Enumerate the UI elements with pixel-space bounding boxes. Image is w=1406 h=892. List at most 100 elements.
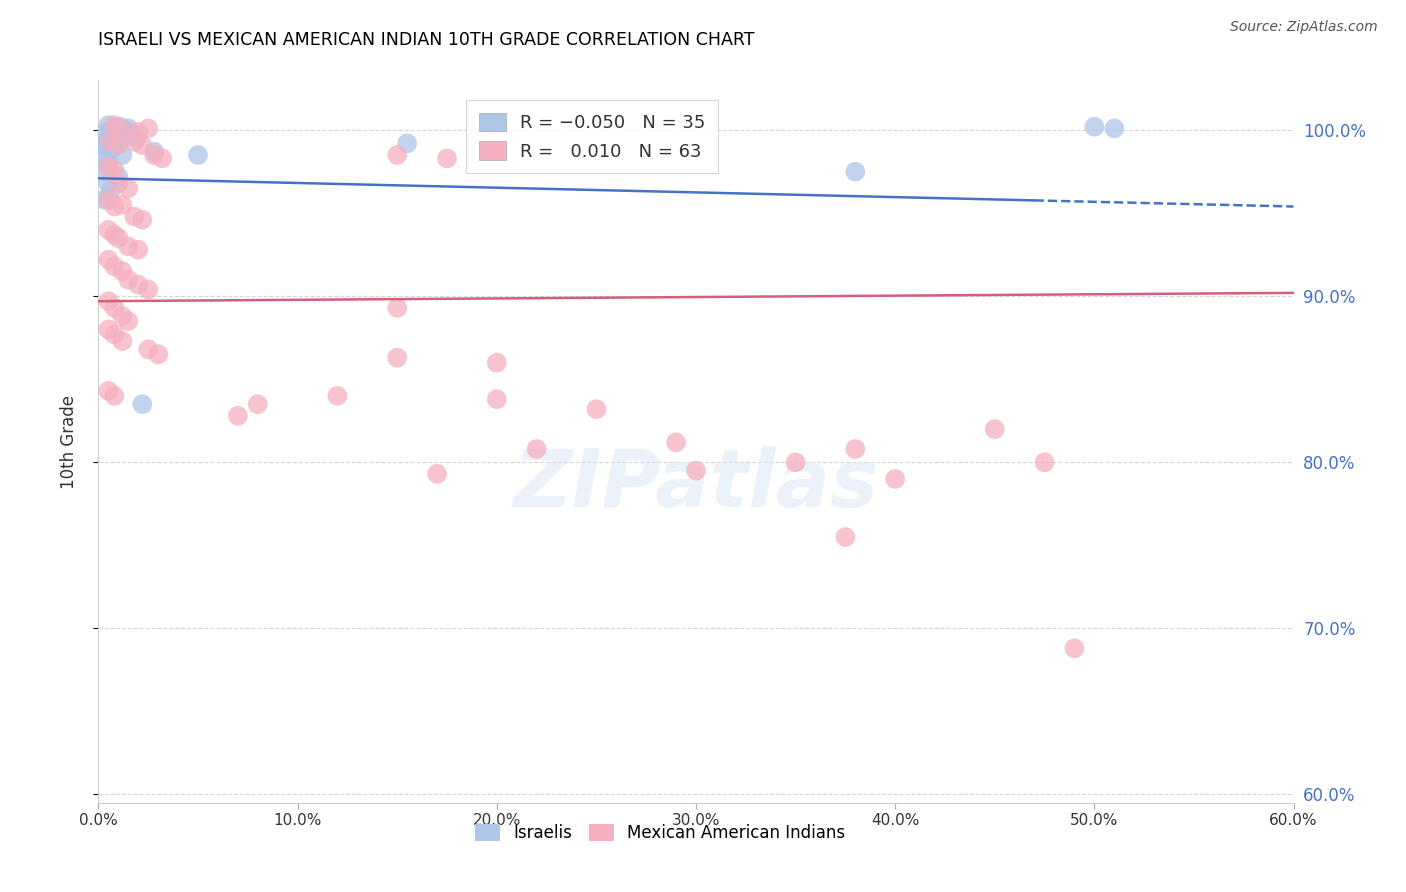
Point (121, 128, 143, 142)
Point (97, 118, 120, 132)
Point (111, 198, 134, 212)
Point (326, 389, 349, 403)
Point (984, 422, 1007, 436)
Point (187, 148, 209, 162)
Point (97, 252, 120, 267)
Point (117, 239, 139, 253)
Point (117, 127, 139, 141)
Point (834, 530, 856, 544)
Point (97, 223, 120, 237)
Point (105, 125, 128, 139)
Point (103, 260, 125, 274)
Point (112, 123, 135, 137)
Point (97, 133, 120, 147)
Point (385, 301, 409, 315)
Point (103, 301, 125, 315)
Point (844, 442, 866, 456)
Legend: Israelis, Mexican American Indians: Israelis, Mexican American Indians (468, 817, 852, 848)
Point (127, 277, 149, 292)
Y-axis label: 10th Grade: 10th Grade (59, 394, 77, 489)
Point (103, 139, 125, 153)
Point (97, 176, 120, 190)
Point (98, 185, 122, 199)
Point (136, 283, 159, 297)
Point (107, 169, 129, 184)
Point (385, 148, 409, 162)
Point (148, 347, 170, 361)
Point (111, 148, 134, 162)
Point (96, 164, 118, 178)
Point (117, 272, 139, 286)
Point (124, 210, 146, 224)
Point (103, 227, 125, 242)
Point (96, 141, 118, 155)
Point (98, 135, 122, 149)
Point (103, 389, 125, 403)
Point (485, 356, 508, 370)
Point (110, 120, 132, 134)
Point (93, 153, 115, 167)
Point (117, 314, 139, 328)
Point (226, 409, 249, 423)
Point (103, 163, 125, 178)
Point (107, 138, 129, 153)
Point (385, 351, 409, 365)
Point (97, 322, 120, 336)
Point (98, 123, 122, 137)
Point (143, 145, 166, 159)
Point (426, 467, 449, 481)
Point (485, 392, 508, 407)
Point (844, 164, 866, 178)
Point (117, 121, 139, 136)
Point (526, 442, 548, 456)
Text: ZIPatlas: ZIPatlas (513, 446, 879, 524)
Point (136, 343, 159, 357)
Point (127, 243, 149, 257)
Point (884, 472, 907, 486)
Point (101, 129, 124, 144)
Point (93, 135, 115, 149)
Point (131, 138, 153, 153)
Point (103, 118, 125, 132)
Point (124, 135, 146, 149)
Point (97, 193, 120, 207)
Point (685, 464, 707, 478)
Point (150, 152, 173, 166)
Point (1063, 641, 1085, 656)
Point (93, 127, 115, 141)
Point (131, 212, 153, 227)
Point (127, 125, 149, 139)
Point (97, 384, 120, 398)
Point (665, 435, 688, 450)
Point (97, 156, 120, 170)
Point (1033, 455, 1056, 469)
Point (107, 231, 129, 245)
Point (143, 148, 166, 162)
Point (125, 131, 148, 145)
Text: Source: ZipAtlas.com: Source: ZipAtlas.com (1230, 20, 1378, 34)
Point (585, 402, 607, 417)
Point (396, 136, 419, 151)
Point (111, 123, 134, 137)
Point (111, 309, 134, 323)
Point (111, 334, 134, 348)
Point (93, 193, 115, 207)
Point (110, 131, 132, 145)
Point (112, 129, 135, 144)
Point (246, 397, 269, 411)
Point (136, 121, 159, 136)
Point (436, 152, 458, 166)
Point (785, 455, 807, 469)
Point (1083, 120, 1105, 134)
Point (103, 121, 125, 136)
Point (107, 176, 129, 190)
Point (97, 160, 120, 174)
Point (111, 264, 134, 278)
Text: ISRAELI VS MEXICAN AMERICAN INDIAN 10TH GRADE CORRELATION CHART: ISRAELI VS MEXICAN AMERICAN INDIAN 10TH … (98, 31, 755, 49)
Point (97, 294, 120, 309)
Point (103, 200, 125, 214)
Point (98, 143, 122, 157)
Point (105, 128, 128, 142)
Point (103, 327, 125, 342)
Point (131, 397, 153, 411)
